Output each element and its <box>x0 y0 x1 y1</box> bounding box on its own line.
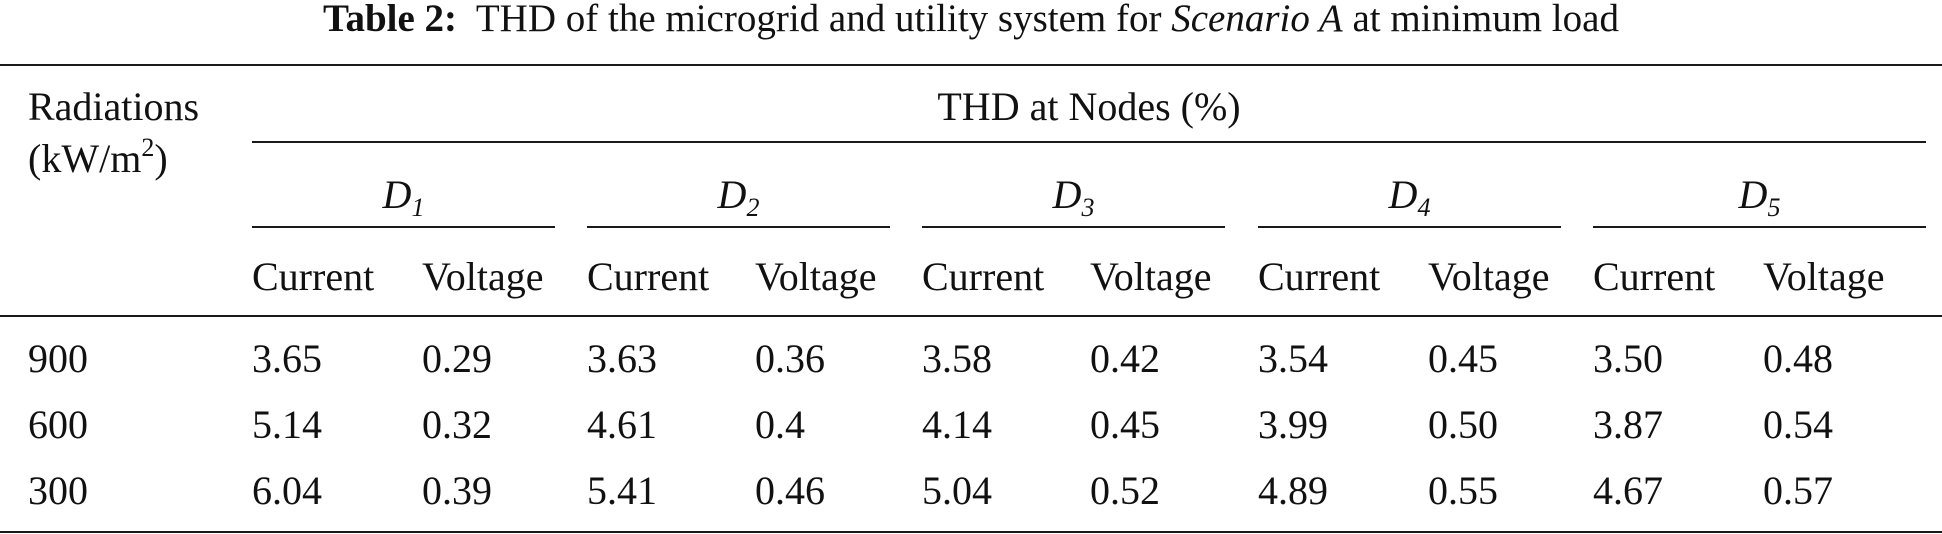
row-header-unit: (kW/m2) <box>28 133 168 181</box>
table-cell: 3.50 <box>1593 336 1663 381</box>
subheader-voltage-d2: Voltage <box>755 254 877 299</box>
node-header-d5: D5 <box>1738 172 1781 222</box>
table-cell: 0.32 <box>422 402 492 447</box>
node-header-d1: D1 <box>382 172 425 222</box>
subheader-current-d3: Current <box>922 254 1045 299</box>
group-rule <box>252 141 1926 143</box>
node-rule-d2 <box>587 226 890 228</box>
row-header-label: Radiations <box>28 84 200 129</box>
top-rule <box>0 64 1942 66</box>
table-cell: 4.14 <box>922 402 992 447</box>
table-cell: 0.46 <box>755 468 825 513</box>
subheader-voltage-d4: Voltage <box>1428 254 1550 299</box>
node-header-d2: D2 <box>717 172 760 222</box>
table-cell: 0.42 <box>1090 336 1160 381</box>
table-cell: 0.57 <box>1763 468 1833 513</box>
subheader-current-d5: Current <box>1593 254 1716 299</box>
table-cell: 5.14 <box>252 402 322 447</box>
table-cell: 4.89 <box>1258 468 1328 513</box>
node-rule-d4 <box>1258 226 1561 228</box>
subheader-voltage-d1: Voltage <box>422 254 544 299</box>
table-cell: 5.41 <box>587 468 657 513</box>
table-cell: 0.4 <box>755 402 805 447</box>
caption-label: Table 2: <box>323 0 458 40</box>
table-cell: 4.61 <box>587 402 657 447</box>
table-caption: Table 2: THD of the microgrid and utilit… <box>0 0 1942 50</box>
subheader-current-d2: Current <box>587 254 710 299</box>
node-rule-d3 <box>922 226 1225 228</box>
table-cell: 3.87 <box>1593 402 1663 447</box>
caption-text-after: at minimum load <box>1352 0 1619 40</box>
node-rule-d1 <box>252 226 555 228</box>
bottom-rule <box>0 531 1942 533</box>
table-cell: 0.52 <box>1090 468 1160 513</box>
caption-text-before: THD of the microgrid and utility system … <box>475 0 1162 40</box>
table-cell: 0.29 <box>422 336 492 381</box>
table-cell: 5.04 <box>922 468 992 513</box>
table-cell: 6.04 <box>252 468 322 513</box>
subheader-voltage-d5: Voltage <box>1763 254 1885 299</box>
table-cell: 0.50 <box>1428 402 1498 447</box>
table-cell: 0.55 <box>1428 468 1498 513</box>
table-cell: 0.54 <box>1763 402 1833 447</box>
table-cell: 0.45 <box>1090 402 1160 447</box>
node-header-d3: D3 <box>1052 172 1095 222</box>
header-bottom-rule <box>0 315 1942 317</box>
node-rule-d5 <box>1593 226 1926 228</box>
table-cell: 3.99 <box>1258 402 1328 447</box>
unit-superscript: 2 <box>141 133 155 162</box>
node-header-d4: D4 <box>1388 172 1431 222</box>
caption-scenario: Scenario A <box>1171 0 1343 40</box>
table-cell: 0.36 <box>755 336 825 381</box>
table-cell: 0.48 <box>1763 336 1833 381</box>
table-cell: 3.65 <box>252 336 322 381</box>
subheader-current-d4: Current <box>1258 254 1381 299</box>
table-cell: 3.63 <box>587 336 657 381</box>
subheader-current-d1: Current <box>252 254 375 299</box>
table-cell-radiation: 300 <box>28 468 88 513</box>
table-cell: 0.45 <box>1428 336 1498 381</box>
table-cell-radiation: 600 <box>28 402 88 447</box>
table-cell: 0.39 <box>422 468 492 513</box>
subheader-voltage-d3: Voltage <box>1090 254 1212 299</box>
table-cell: 4.67 <box>1593 468 1663 513</box>
table-cell: 3.54 <box>1258 336 1328 381</box>
group-title: THD at Nodes (%) <box>937 84 1241 129</box>
table-cell-radiation: 900 <box>28 336 88 381</box>
table-cell: 3.58 <box>922 336 992 381</box>
